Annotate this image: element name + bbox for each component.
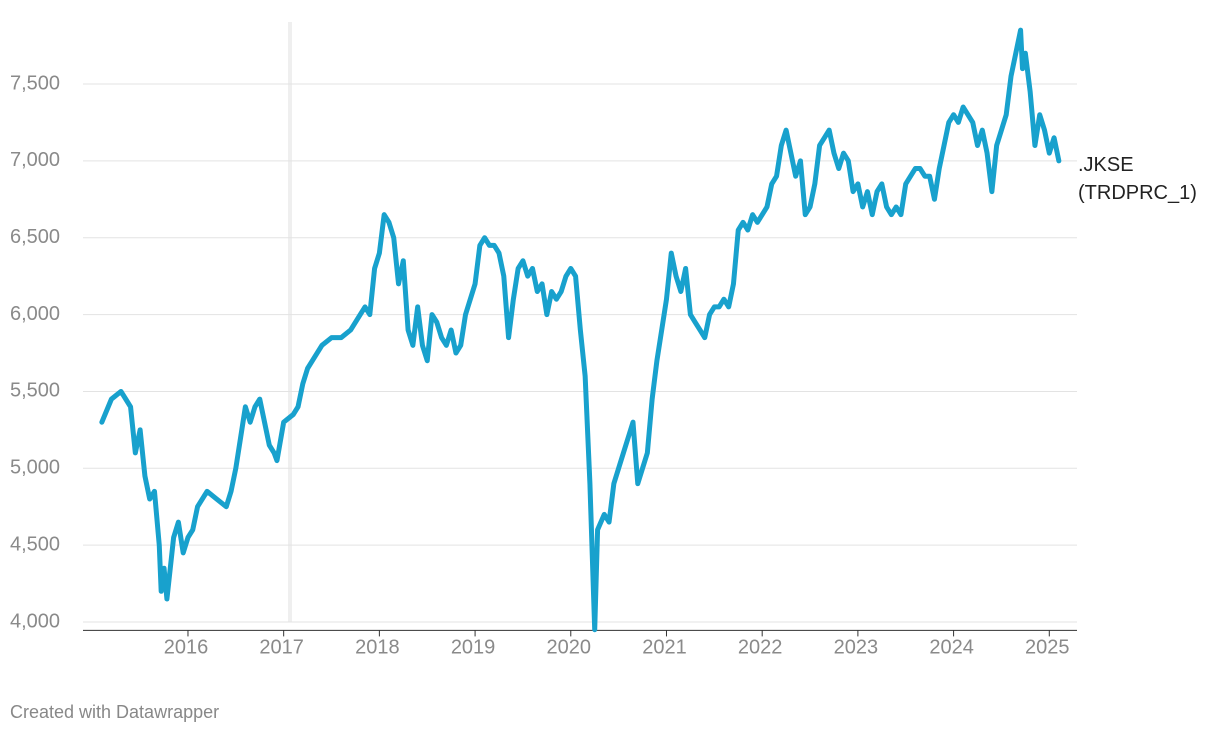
- x-tick-label: 2023: [834, 636, 879, 658]
- y-tick-label: 6,500: [10, 226, 60, 248]
- x-tick-label: 2024: [929, 636, 974, 658]
- x-tick-label: 2020: [547, 636, 592, 658]
- x-tick-label: 2025: [1025, 636, 1070, 658]
- series-line: [99, 27, 1062, 633]
- y-tick-label: 4,000: [10, 610, 60, 632]
- y-tick-label: 5,000: [10, 457, 60, 479]
- credit: Created with Datawrapper: [10, 702, 220, 722]
- x-tick-label: 2022: [738, 636, 783, 658]
- y-tick-label: 6,000: [10, 303, 60, 325]
- x-tick-label: 2021: [642, 636, 687, 658]
- x-tick-label: 2017: [259, 636, 304, 658]
- x-tick-label: 2019: [451, 636, 496, 658]
- y-tick-label: 7,500: [10, 72, 60, 94]
- x-tick-label: 2018: [355, 636, 400, 658]
- y-tick-label: 4,500: [10, 533, 60, 555]
- y-tick-label: 5,500: [10, 380, 60, 402]
- hover-line: [288, 22, 292, 622]
- y-tick-label: 7,000: [10, 149, 60, 171]
- series-label: .JKSE (TRDPRC_1): [1078, 154, 1197, 204]
- x-tick-label: 2016: [164, 636, 209, 658]
